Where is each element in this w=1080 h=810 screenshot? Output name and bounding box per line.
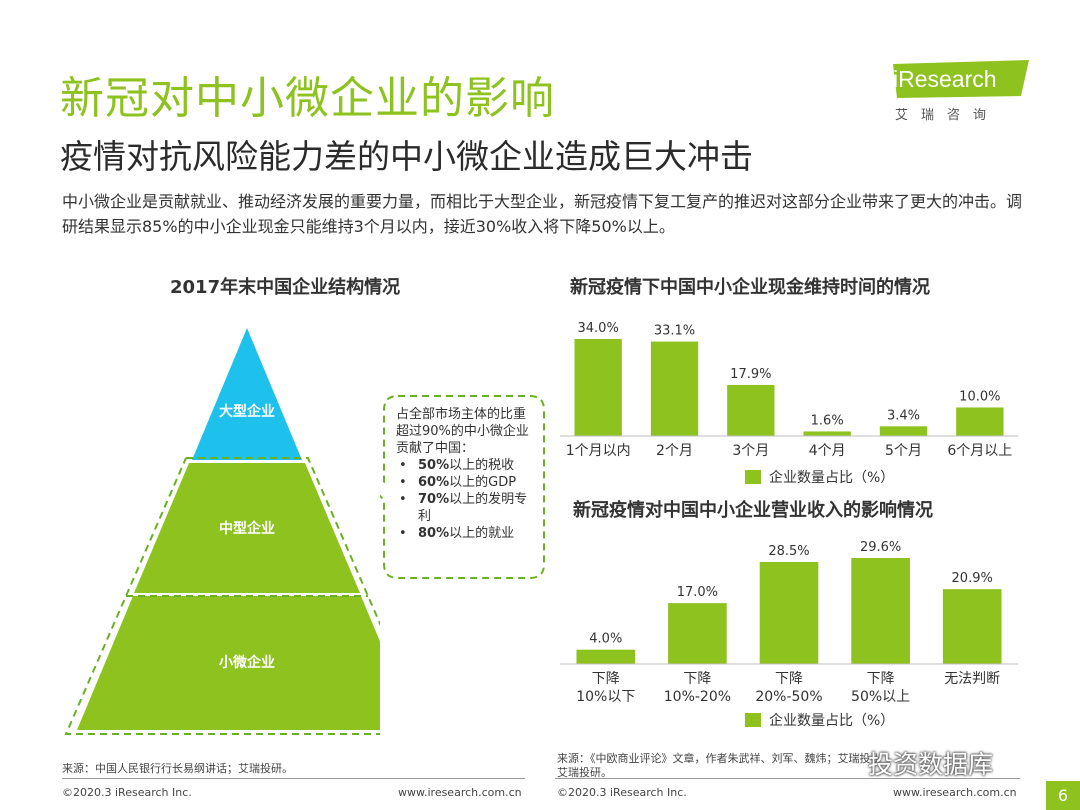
note-callout-border bbox=[380, 395, 545, 579]
pyramid-label-large: 大型企业 bbox=[219, 403, 275, 420]
data-label: 34.0% bbox=[578, 321, 619, 336]
pyramid-diagram: 大型企业 中型企业 小微企业 bbox=[64, 328, 380, 735]
bar bbox=[851, 558, 910, 664]
bar bbox=[942, 589, 1002, 664]
pyramid-label-medium: 中型企业 bbox=[219, 520, 275, 537]
revenue-impact-bar-chart: 4.0% 下降 10%以下 17.0% 下降 10%-20% 28.5% 下降 20%-50% 2… bbox=[560, 540, 1018, 729]
data-label: 29.6% bbox=[860, 540, 901, 555]
footer-divider-left bbox=[62, 778, 525, 779]
tick-label: 下降 bbox=[775, 671, 803, 687]
bar bbox=[879, 426, 928, 436]
bar bbox=[727, 384, 775, 436]
watermark-text: 投资数据库 bbox=[868, 750, 994, 779]
pyramid-middle-level bbox=[134, 463, 360, 593]
bar bbox=[576, 649, 636, 664]
tick-label: 下降 bbox=[867, 671, 895, 687]
pyramid-dashed-outline bbox=[64, 457, 380, 735]
data-label: 33.1% bbox=[654, 324, 695, 339]
logo-wordmark: iResearch bbox=[893, 66, 997, 92]
bar bbox=[668, 603, 727, 664]
note-item: 80%以上的就业 bbox=[396, 525, 536, 542]
data-label: 10.0% bbox=[959, 389, 1000, 404]
tick-label: 10%以下 bbox=[576, 689, 635, 705]
copyright-right: ©2020.3 iResearch Inc. bbox=[557, 786, 687, 799]
source-right-line2: 艾瑞投研。 bbox=[557, 766, 612, 779]
source-left: 来源：中国人民银行行长易纲讲话；艾瑞投研。 bbox=[62, 762, 293, 775]
cash-duration-bar-chart: 34.0% 1个月以内 33.1% 2个月 17.9% 3个月 1.6% 4个月 3.4% 5个月… bbox=[560, 321, 1018, 486]
chart2-title: 新冠疫情下中国中小企业现金维持时间的情况 bbox=[570, 277, 930, 298]
tick-label: 5个月 bbox=[885, 443, 922, 459]
legend-label: 企业数量占比（%） bbox=[769, 469, 894, 486]
page-subtitle: 疫情对抗风险能力差的中小微企业造成巨大冲击 bbox=[60, 137, 753, 176]
source-right: 来源：《中欧商业评论》文章，作者朱武祥、刘军、魏炜；艾瑞投研。 bbox=[557, 752, 877, 765]
tick-label: 6个月以上 bbox=[947, 443, 1012, 459]
pyramid-bottom-level bbox=[77, 596, 380, 730]
pyramid-label-small: 小微企业 bbox=[219, 654, 275, 671]
tick-label: 2个月 bbox=[656, 443, 693, 459]
tick-label: 无法判断 bbox=[944, 671, 1000, 687]
legend-label: 企业数量占比（%） bbox=[769, 712, 894, 729]
bar bbox=[759, 561, 819, 664]
pyramid-top-level bbox=[192, 328, 302, 460]
page-title: 新冠对中小微企业的影响 bbox=[60, 73, 555, 124]
bar bbox=[956, 407, 1004, 436]
logo-banner-icon bbox=[893, 60, 1029, 98]
footer-divider-right bbox=[555, 778, 1020, 779]
tick-label: 20%-50% bbox=[755, 689, 822, 705]
tick-label: 下降 bbox=[683, 671, 711, 687]
data-label: 3.4% bbox=[887, 408, 920, 423]
note-list: 50%以上的税收 60%以上的GDP 70%以上的发明专利 80%以上的就业 bbox=[396, 457, 536, 542]
logo-subtext: 艾瑞咨询 bbox=[895, 108, 1000, 123]
data-label: 1.6% bbox=[811, 413, 844, 428]
note-item: 70%以上的发明专利 bbox=[396, 491, 536, 525]
data-label: 17.0% bbox=[677, 585, 718, 600]
data-label: 28.5% bbox=[768, 544, 809, 559]
tick-label: 4个月 bbox=[809, 443, 846, 459]
url-right: www.iresearch.com.cn bbox=[893, 786, 1017, 799]
note-item: 60%以上的GDP bbox=[396, 474, 536, 491]
bar bbox=[574, 339, 622, 436]
data-label: 4.0% bbox=[589, 632, 622, 647]
tick-label: 50%以上 bbox=[851, 689, 910, 705]
note-callout: 占全部市场主体的比重超过90%的中小微企业贡献了中国： 50%以上的税收 60%… bbox=[380, 394, 546, 580]
bar bbox=[650, 341, 699, 436]
tick-label: 3个月 bbox=[732, 443, 769, 459]
tick-label: 1个月以内 bbox=[566, 443, 631, 459]
page-number: 6 bbox=[1046, 781, 1080, 810]
data-label: 20.9% bbox=[952, 571, 993, 586]
intro-paragraph: 中小微企业是贡献就业、推动经济发展的重要力量，而相比于大型企业，新冠疫情下复工复… bbox=[62, 192, 1023, 236]
copyright-left: ©2020.3 iResearch Inc. bbox=[62, 786, 192, 799]
tick-label: 下降 bbox=[592, 671, 620, 687]
chart3-title: 新冠疫情对中国中小企业营业收入的影响情况 bbox=[573, 500, 933, 521]
iresearch-logo: iResearch 艾瑞咨询 bbox=[893, 60, 1033, 125]
url-left: www.iresearch.com.cn bbox=[398, 786, 522, 799]
legend-swatch bbox=[745, 713, 761, 727]
legend-swatch bbox=[745, 470, 761, 484]
bar bbox=[803, 431, 851, 436]
note-item: 50%以上的税收 bbox=[396, 457, 536, 474]
note-intro: 占全部市场主体的比重超过90%的中小微企业贡献了中国： bbox=[396, 407, 529, 456]
data-label: 17.9% bbox=[730, 367, 771, 382]
note-text: 占全部市场主体的比重超过90%的中小微企业贡献了中国： 50%以上的税收 60%… bbox=[396, 406, 536, 542]
chart1-title: 2017年末中国企业结构情况 bbox=[170, 277, 401, 298]
tick-label: 10%-20% bbox=[664, 689, 731, 705]
